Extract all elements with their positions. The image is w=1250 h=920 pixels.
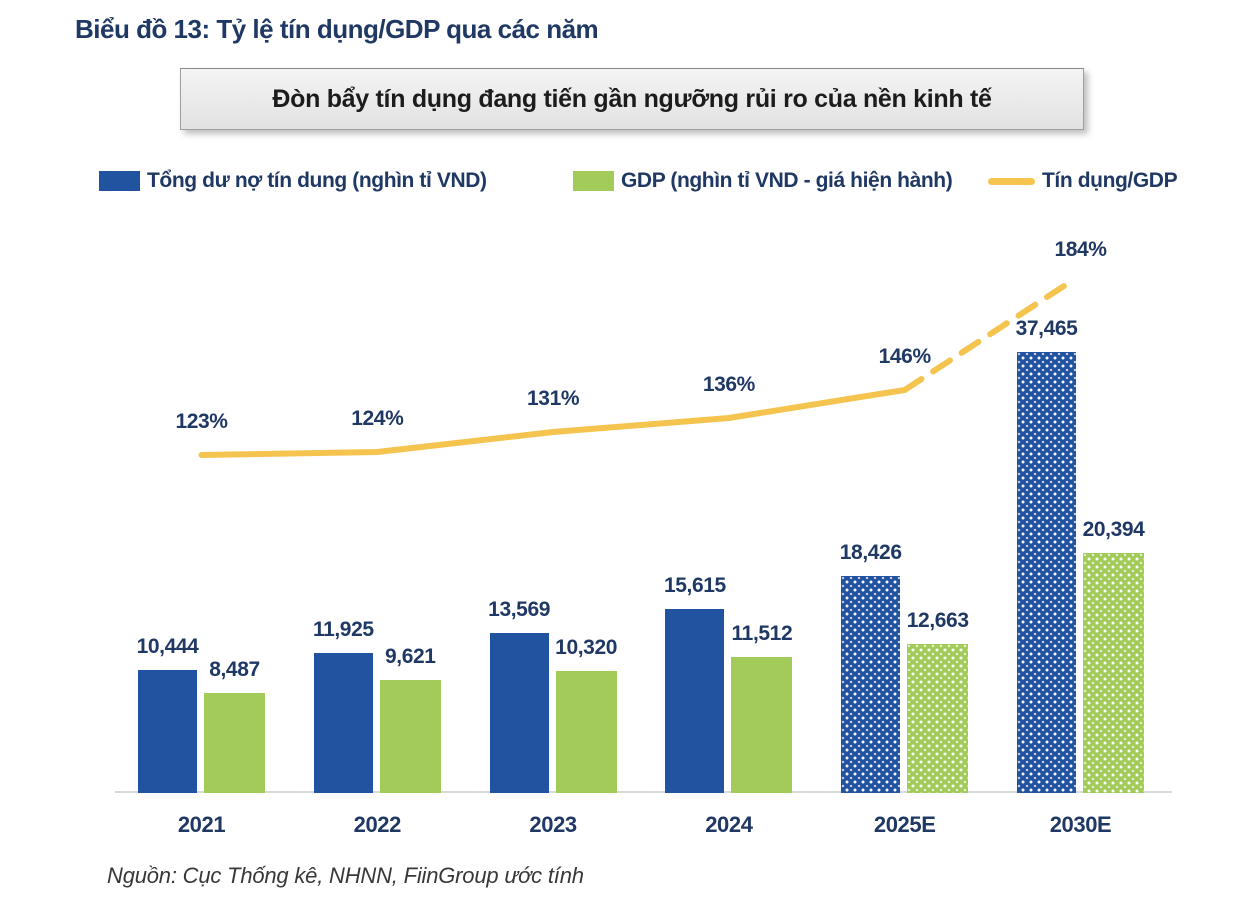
gdp-bar-swatch-icon [573, 171, 614, 191]
bar-value-gdp-2022: 9,621 [385, 645, 436, 668]
ratio-label-2025E: 146% [878, 345, 932, 368]
legend-label-ratio: Tín dụng/GDP [1042, 169, 1178, 192]
x-tick-2021: 2021 [177, 812, 226, 837]
bar-value-credit-2024: 15,615 [663, 574, 726, 597]
bar-value-credit-2022: 11,925 [312, 618, 374, 641]
legend-item-credit: Tổng dư nợ tín dung (nghìn tỉ VND) [99, 166, 487, 196]
bar-value-credit-2021: 10,444 [136, 635, 199, 658]
bar-value-credit-2025E: 18,426 [839, 541, 902, 564]
legend-label-gdp: GDP (nghìn tỉ VND - giá hiện hành) [621, 169, 953, 192]
bar-value-gdp-2025E: 12,663 [906, 609, 969, 632]
x-tick-2024: 2024 [705, 812, 753, 837]
bar-value-gdp-2023: 10,320 [555, 636, 618, 659]
bar-credit-2023 [489, 633, 549, 793]
bar-credit-2024 [665, 609, 725, 793]
x-tick-2022: 2022 [353, 812, 402, 837]
legend: Tổng dư nợ tín dung (nghìn tỉ VND) GDP (… [0, 166, 1250, 196]
ratio-label-2024: 136% [702, 373, 756, 396]
bar-value-credit-2030E: 37,465 [1015, 317, 1078, 340]
bar-value-gdp-2030E: 20,394 [1082, 518, 1145, 541]
bar-credit-2022 [313, 653, 373, 793]
bar-value-credit-2023: 13,569 [488, 598, 551, 621]
ratio-label-2023: 131% [527, 387, 580, 410]
bar-credit-2025E [841, 576, 901, 793]
legend-label-credit: Tổng dư nợ tín dung (nghìn tỉ VND) [147, 169, 487, 192]
bar-gdp-2023 [555, 671, 617, 793]
source-note: Nguồn: Cục Thống kê, NHNN, FiinGroup ước… [107, 863, 584, 888]
x-axis-line [115, 791, 1172, 793]
credit-bar-swatch-icon [99, 171, 140, 191]
bar-gdp-2021 [204, 693, 265, 793]
bar-gdp-2022 [379, 680, 441, 793]
ratio-label-2022: 124% [351, 407, 404, 430]
x-tick-2023: 2023 [529, 812, 577, 837]
bar-value-gdp-2021: 8,487 [209, 658, 260, 681]
bar-value-gdp-2024: 11,512 [731, 622, 793, 645]
bar-gdp-2025E [907, 644, 969, 793]
bar-credit-2021 [138, 670, 197, 793]
x-tick-2030E: 2030E [1049, 812, 1112, 837]
x-tick-2025E: 2025E [873, 812, 936, 837]
legend-item-ratio: Tín dụng/GDP [988, 166, 1178, 196]
callout-text: Đòn bẩy tín dụng đang tiến gần ngưỡng rủ… [272, 84, 992, 113]
ratio-label-2030E: 184% [1054, 238, 1107, 261]
ratio-label-2021: 123% [175, 410, 228, 433]
bar-gdp-2030E [1083, 553, 1144, 793]
page-title: Biểu đồ 13: Tỷ lệ tín dụng/GDP qua các n… [75, 14, 599, 44]
bar-credit-2030E [1017, 352, 1076, 793]
bar-gdp-2024 [731, 657, 793, 793]
ratio-line-swatch-icon [988, 177, 1035, 185]
callout-box: Đòn bẩy tín dụng đang tiến gần ngưỡng rủ… [180, 68, 1084, 130]
legend-item-gdp: GDP (nghìn tỉ VND - giá hiện hành) [573, 166, 953, 196]
